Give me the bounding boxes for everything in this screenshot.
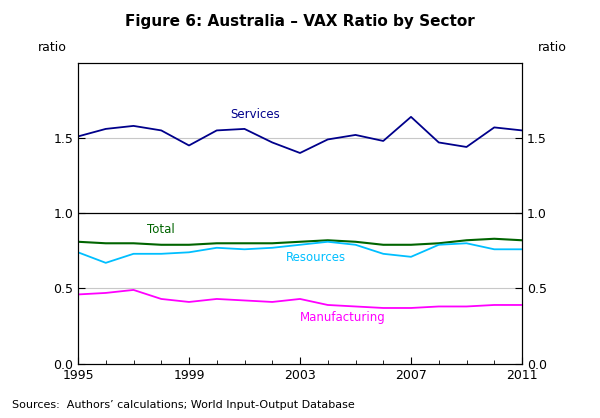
Text: ratio: ratio (538, 41, 566, 54)
Text: ratio: ratio (38, 41, 67, 54)
Text: Figure 6: Australia – VAX Ratio by Sector: Figure 6: Australia – VAX Ratio by Secto… (125, 14, 475, 29)
Text: Services: Services (230, 107, 280, 121)
Text: Sources:  Authors’ calculations; World Input-Output Database: Sources: Authors’ calculations; World In… (12, 400, 355, 410)
Text: Manufacturing: Manufacturing (300, 311, 386, 324)
Text: Resources: Resources (286, 250, 346, 264)
Text: Total: Total (148, 224, 175, 237)
